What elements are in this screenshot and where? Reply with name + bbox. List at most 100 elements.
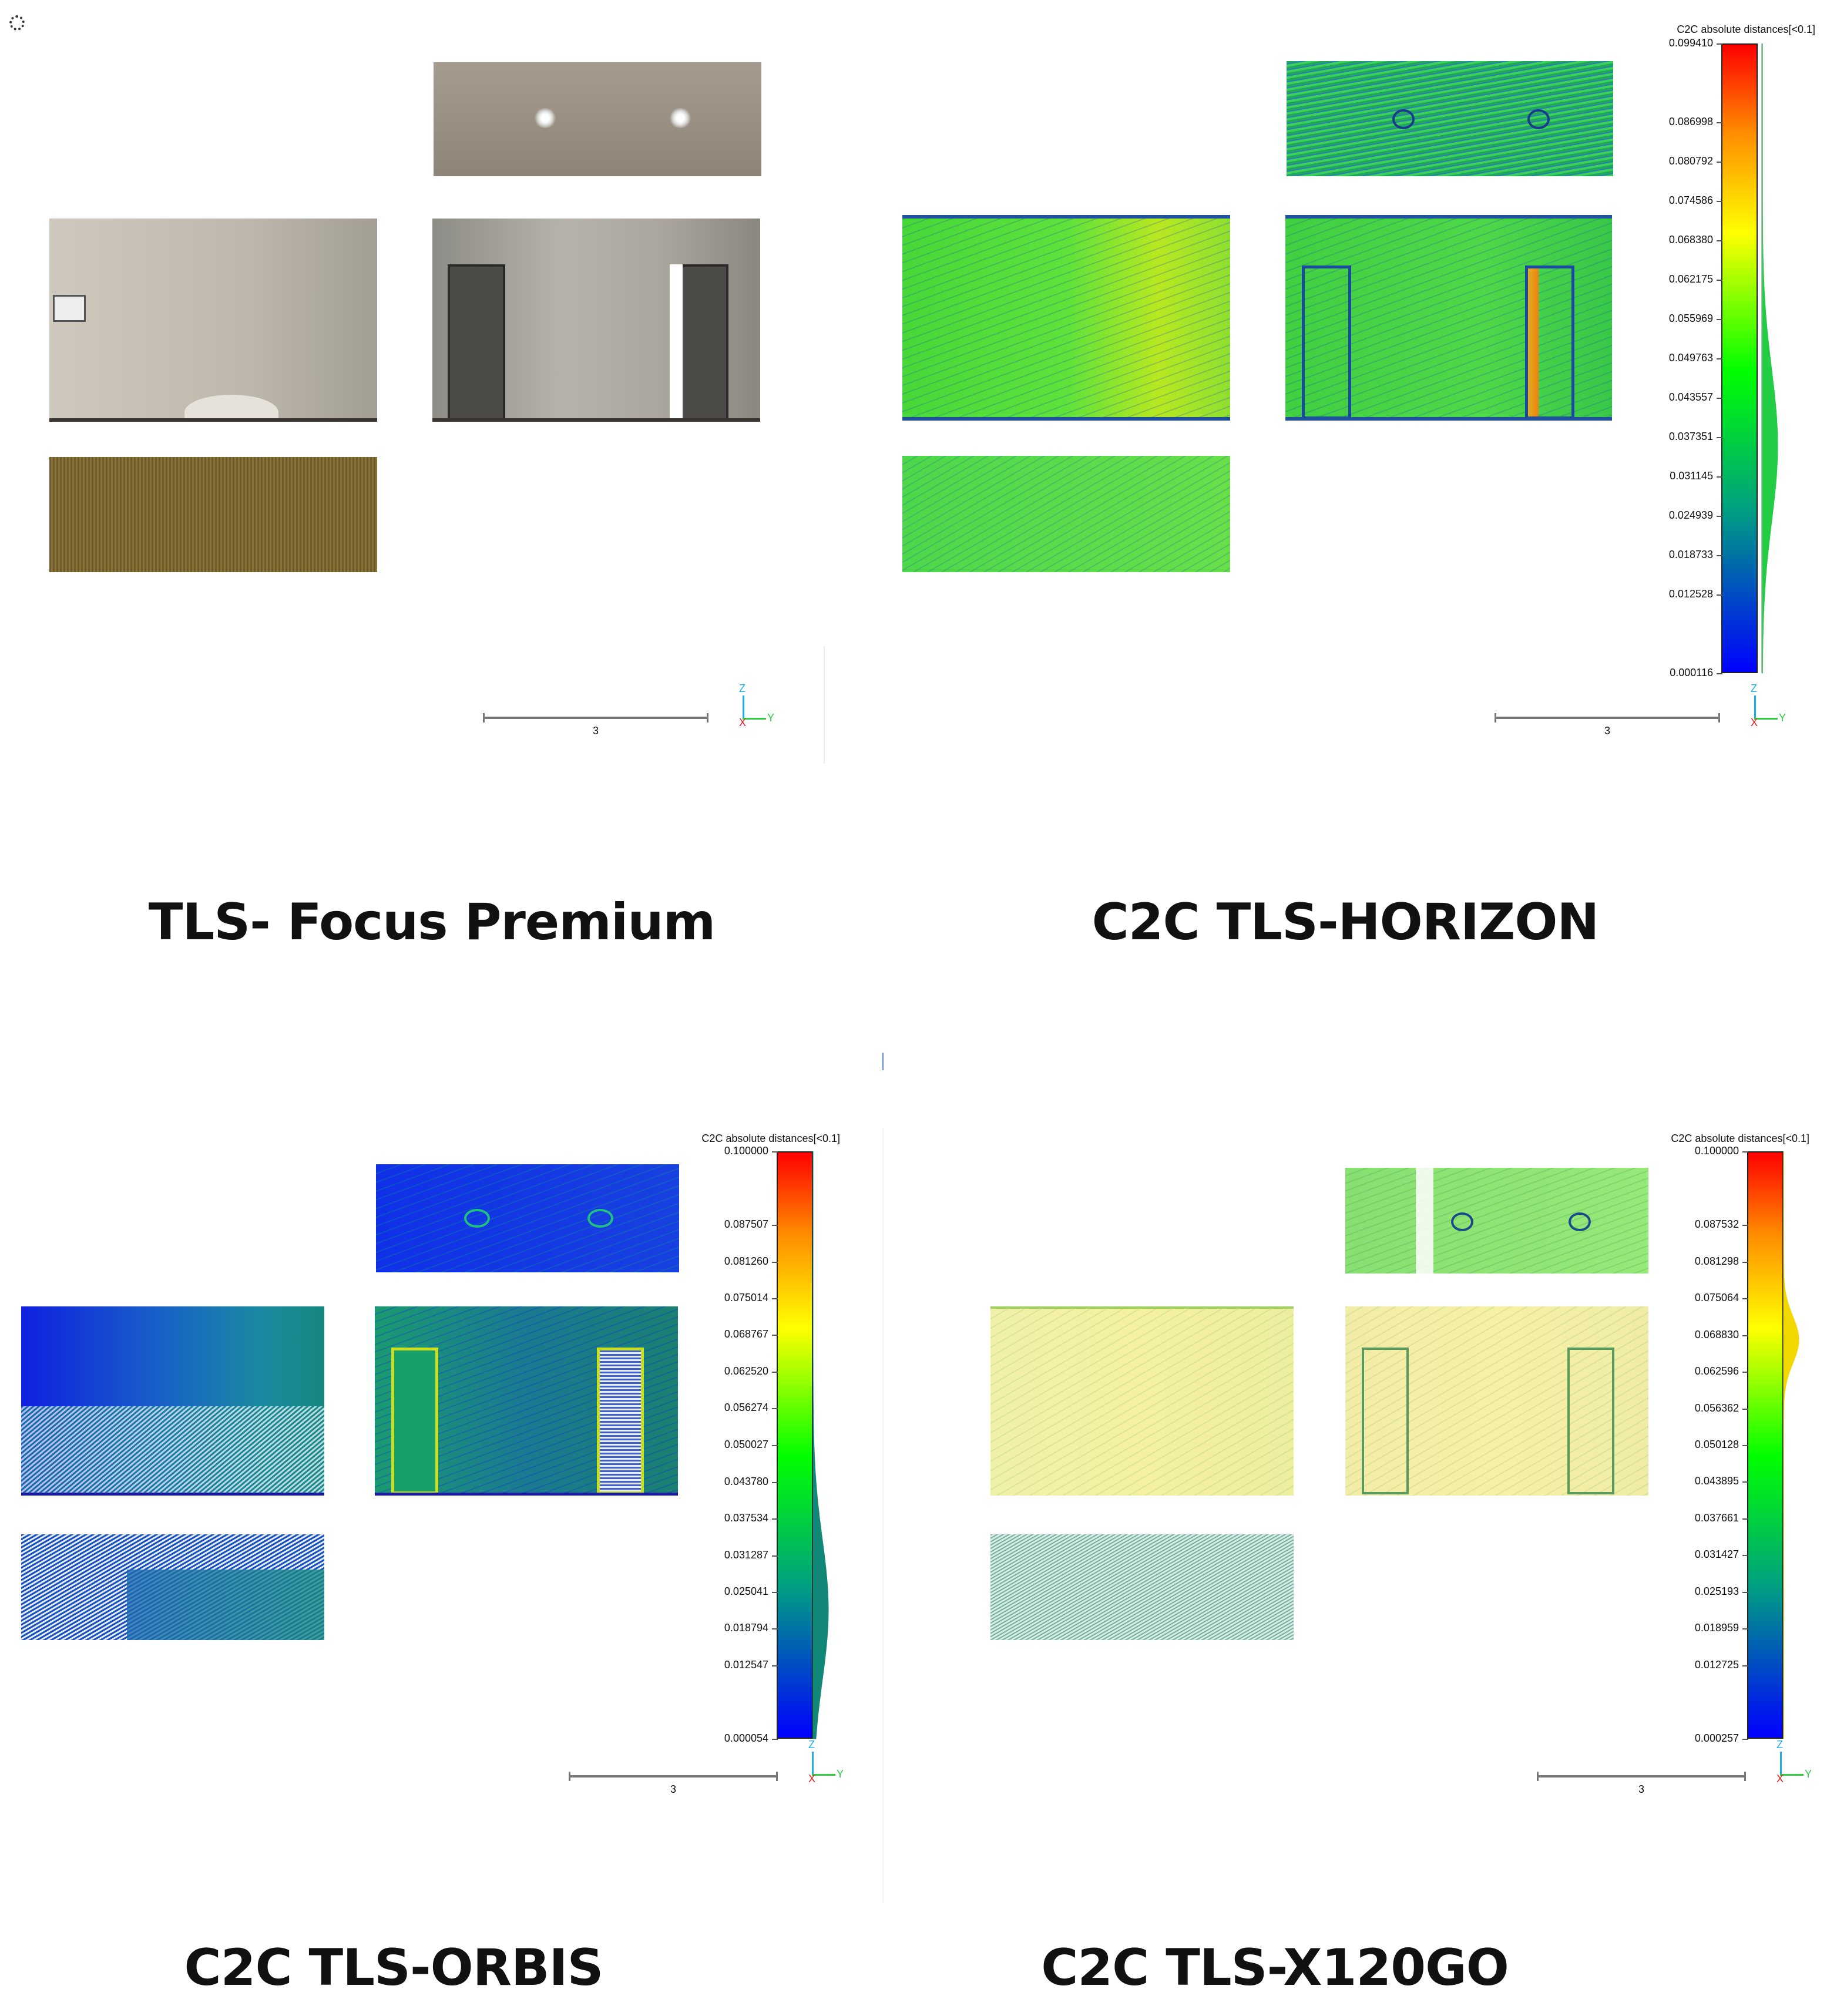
colorbar-tick-label: 0.086998 <box>1668 116 1713 127</box>
colorbar-tick-mark <box>1717 516 1722 517</box>
ceiling-light-icon <box>669 108 692 128</box>
colorbar-tick-label: 0.018733 <box>1668 549 1713 560</box>
colorbar-histogram <box>1783 1151 1799 1739</box>
colorbar-tick-label: 0.012528 <box>1668 587 1713 600</box>
door-right <box>597 1348 644 1493</box>
colorbar-tick-mark <box>1717 318 1722 320</box>
panel-horizon: C2C absolute distances[<0.1] 0.099410 0.0… <box>887 0 1837 999</box>
colorbar-tick-label: 0.018959 <box>1694 1622 1739 1634</box>
colorbar-tick-mark <box>1717 437 1722 438</box>
colorbar-tick-mark <box>1742 1739 1748 1740</box>
colorbar-tick-label: 0.062596 <box>1694 1365 1739 1377</box>
cloud-door-wall-c2c <box>375 1306 678 1496</box>
colorbar-tick-label: 0.025193 <box>1694 1585 1739 1597</box>
cloud-left-wall-c2c <box>990 1306 1294 1496</box>
colorbar-tick-label: 0.074586 <box>1668 194 1713 206</box>
scale-label: 3 <box>1604 725 1610 737</box>
colorbar-tick-mark <box>772 1335 778 1336</box>
colorbar-tick-label: 0.081260 <box>724 1255 768 1267</box>
colorbar-tick-mark <box>772 1591 778 1593</box>
colorbar-tick-label: 0.050128 <box>1694 1439 1739 1450</box>
colorbar-tick-mark <box>1742 1298 1748 1299</box>
colorbar-tick-label: 0.068380 <box>1668 234 1713 246</box>
colorbar-tick-mark <box>772 1481 778 1483</box>
axis-triad-icon: Z X Y <box>739 683 775 728</box>
colorbar <box>777 1151 813 1739</box>
colorbar-tick-label: 0.087532 <box>1694 1218 1739 1230</box>
colorbar-tick-label: 0.075064 <box>1694 1292 1739 1303</box>
colorbar-tick-label: 0.087507 <box>724 1218 768 1230</box>
cloud-floor-photo <box>49 457 377 572</box>
ceiling-light-icon <box>464 1209 490 1228</box>
cloud-left-wall-c2c <box>21 1306 324 1496</box>
colorbar-tick-mark <box>1717 201 1722 202</box>
colorbar-tick-label: 0.037661 <box>1694 1511 1739 1524</box>
colorbar-tick-mark <box>1742 1665 1748 1666</box>
scale-bar <box>483 717 708 719</box>
colorbar-tick-mark <box>1742 1261 1748 1263</box>
colorbar-tick-label: 0.099410 <box>1668 37 1713 49</box>
colorbar-tick-mark <box>1717 476 1722 478</box>
colorbar-tick-label: 0.031427 <box>1694 1548 1739 1561</box>
colorbar <box>1721 43 1758 673</box>
colorbar-tick-label: 0.000054 <box>724 1732 768 1744</box>
colorbar-tick-label: 0.018794 <box>724 1622 768 1634</box>
cloud-ceiling-c2c <box>1287 61 1613 176</box>
colorbar-ticks: 0.100000 0.087532 0.081298 0.075064 0.068830… <box>1660 1145 1748 1744</box>
colorbar-tick-mark <box>772 1628 778 1630</box>
colorbar-tick-label: 0.075014 <box>724 1291 768 1303</box>
colorbar-tick-mark <box>1717 43 1722 45</box>
caption-focus-premium: TLS- Focus Premium <box>148 893 716 952</box>
colorbar-tick-mark <box>1717 122 1722 123</box>
colorbar-tick-mark <box>1717 673 1722 674</box>
colorbar-ticks: 0.099410 0.086998 0.080792 0.074586 0.068380… <box>1634 37 1722 678</box>
colorbar-tick-mark <box>1742 1225 1748 1226</box>
ceiling-light-icon <box>1451 1212 1473 1231</box>
colorbar-tick-label: 0.043780 <box>724 1475 768 1487</box>
histogram-curve <box>812 1151 829 1739</box>
colorbar-ticks: 0.100000 0.087507 0.081260 0.075014 0.068767… <box>690 1145 778 1744</box>
wall-sign <box>53 295 86 322</box>
colorbar-tick-label: 0.012547 <box>724 1659 768 1671</box>
colorbar-tick-mark <box>1717 162 1722 163</box>
colorbar-tick-mark <box>1742 1335 1748 1336</box>
cloud-left-wall-photo <box>49 219 377 422</box>
scale-label: 3 <box>1638 1783 1644 1795</box>
colorbar-tick-mark <box>1742 1591 1748 1593</box>
door-left <box>448 264 505 418</box>
colorbar-tick-label: 0.037534 <box>724 1511 768 1524</box>
colorbar-tick-mark <box>772 1224 778 1226</box>
door-left <box>391 1348 438 1493</box>
colorbar-tick-label: 0.068767 <box>724 1328 768 1340</box>
cloud-left-wall-c2c <box>902 215 1230 421</box>
colorbar-tick-mark <box>1742 1518 1748 1520</box>
colorbar-tick-mark <box>772 1665 778 1666</box>
colorbar-tick-label: 0.081298 <box>1694 1255 1739 1267</box>
colorbar-tick-mark <box>1717 594 1722 596</box>
cloud-door-wall-c2c <box>1285 215 1612 421</box>
cloud-floor-c2c <box>21 1534 324 1640</box>
colorbar-tick-label: 0.031145 <box>1670 470 1713 482</box>
colorbar-tick-label: 0.043557 <box>1668 391 1713 403</box>
colorbar-tick-label: 0.062175 <box>1668 273 1713 285</box>
door-left <box>1362 1348 1409 1494</box>
scale-bar <box>1537 1775 1746 1778</box>
ceiling-light-icon <box>533 108 557 128</box>
door-right <box>1567 1348 1614 1494</box>
colorbar-title: C2C absolute distances[<0.1] <box>701 1133 840 1144</box>
colorbar-tick-label: 0.000257 <box>1694 1732 1739 1744</box>
panel-x120go: C2C absolute distances[<0.1] 0.100000 0.0… <box>881 1046 1837 2016</box>
colorbar-tick-mark <box>772 1151 778 1153</box>
cloud-door-wall-photo <box>432 219 760 422</box>
cloud-ceiling-c2c <box>376 1164 679 1272</box>
panel-orbis: C2C absolute distances[<0.1] 0.100000 0.0… <box>0 1046 881 2016</box>
colorbar-tick-label: 0.043895 <box>1694 1475 1739 1487</box>
colorbar-histogram <box>812 1151 829 1739</box>
colorbar-tick-mark <box>772 1555 778 1557</box>
colorbar-tick-label: 0.012725 <box>1694 1658 1739 1671</box>
colorbar-tick-mark <box>1742 1481 1748 1483</box>
ceiling-light-icon <box>1527 109 1550 129</box>
colorbar-tick-label: 0.068830 <box>1694 1328 1739 1340</box>
door-left <box>1302 266 1351 417</box>
